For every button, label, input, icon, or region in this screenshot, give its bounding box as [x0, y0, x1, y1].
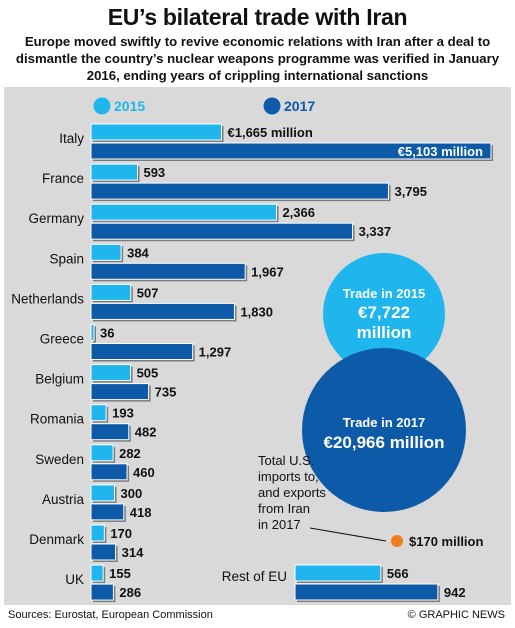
bar-france-2017: [90, 182, 389, 200]
us-note-leader-line: [309, 527, 387, 542]
bar-greece-2017: [90, 343, 194, 360]
data-label-denmark-2015: 170: [110, 526, 132, 541]
category-label-austria: Austria: [42, 492, 85, 507]
data-label-france-2017: 3,795: [394, 184, 427, 199]
bar-italy-2015: [90, 123, 223, 141]
bubble-2015: [323, 253, 445, 375]
data-label-france-2015: 593: [143, 165, 165, 180]
data-label-austria-2015: 300: [121, 486, 143, 501]
bar-germany-2015: [90, 203, 277, 221]
data-label-romania-2017: 482: [135, 425, 157, 440]
bar-greece-2015: [90, 324, 95, 341]
us-note-line-3: and exports: [258, 485, 326, 500]
bar-netherlands-2015: [90, 283, 132, 301]
bubble-2017: [302, 348, 466, 512]
bubble-2017-value: €20,966 million: [324, 433, 445, 452]
category-label-spain: Spain: [49, 251, 84, 266]
data-label-belgium-2015: 505: [137, 366, 159, 381]
legend-label-2017: 2017: [284, 98, 315, 114]
data-label-sweden-2015: 282: [119, 446, 141, 461]
bar-rest-of-eu-2017: [294, 583, 439, 601]
legend-label-2015: 2015: [114, 98, 145, 114]
bubble-2015-unit: million: [357, 323, 412, 342]
bubble-2015-value: €7,722: [358, 303, 410, 322]
rest-of-eu-label: Rest of EU: [222, 569, 287, 584]
data-label-uk-2017: 286: [119, 585, 141, 600]
bar-sweden-2017: [90, 463, 128, 481]
data-label-uk-2015: 155: [109, 566, 131, 581]
data-label-romania-2015: 193: [112, 406, 134, 421]
chart-subtitle: Europe moved swiftly to revive economic …: [15, 34, 500, 83]
bar-denmark-2017: [90, 543, 117, 561]
data-label-germany-2017: 3,337: [359, 224, 392, 239]
data-label-netherlands-2017: 1,830: [240, 304, 273, 319]
data-label-rest-of-eu-2015: 566: [387, 566, 409, 581]
data-label-rest-of-eu-2017: 942: [444, 585, 466, 600]
data-label-denmark-2017: 314: [122, 545, 144, 560]
bubble-2015-title: Trade in 2015: [343, 286, 425, 301]
data-label-spain-2015: 384: [127, 245, 149, 260]
category-label-sweden: Sweden: [35, 452, 84, 467]
us-note-line-1: Total U.S.: [258, 453, 314, 468]
us-note-line-4: from Iran: [258, 501, 310, 516]
us-note-line-2: imports to,: [258, 469, 319, 484]
bar-austria-2017: [90, 503, 125, 521]
us-trade-value: $170 million: [409, 534, 483, 549]
bar-austria-2015: [90, 484, 116, 502]
bar-spain-2015: [90, 243, 122, 261]
category-label-greece: Greece: [40, 332, 84, 347]
data-label-sweden-2017: 460: [133, 465, 155, 480]
sources-note: Sources: Eurostat, European Commission: [8, 609, 213, 621]
bubble-2017-title: Trade in 2017: [343, 415, 425, 430]
bar-sweden-2015: [90, 444, 114, 462]
data-label-germany-2015: 2,366: [282, 205, 315, 220]
bar-belgium-2017: [90, 383, 150, 401]
data-label-italy-2015: €1,665 million: [228, 125, 313, 140]
us-note-line-5: in 2017: [258, 517, 301, 532]
data-label-spain-2017: 1,967: [251, 264, 284, 279]
category-label-denmark: Denmark: [29, 532, 84, 547]
data-label-netherlands-2015: 507: [137, 285, 159, 300]
bar-denmark-2015: [90, 524, 105, 542]
bar-uk-2017: [90, 583, 114, 601]
credit-note: © GRAPHIC NEWS: [407, 609, 505, 621]
bar-rest-of-eu-2015: [294, 564, 382, 582]
legend-swatch-2017: [263, 97, 281, 115]
bar-germany-2017: [90, 222, 354, 240]
legend-swatch-2015: [93, 97, 111, 115]
category-label-italy: Italy: [59, 131, 84, 146]
category-label-france: France: [42, 171, 84, 186]
bar-italy-2017: [90, 142, 492, 160]
data-label-greece-2017: 1,297: [199, 345, 232, 360]
data-label-belgium-2017: 735: [155, 385, 177, 400]
bar-romania-2017: [90, 423, 130, 441]
bar-belgium-2015: [90, 364, 132, 382]
category-label-germany: Germany: [28, 211, 84, 226]
chart-title: EU’s bilateral trade with Iran: [107, 4, 408, 30]
category-label-romania: Romania: [30, 412, 85, 427]
bar-romania-2015: [90, 404, 107, 422]
bar-france-2015: [90, 163, 138, 181]
category-label-netherlands: Netherlands: [11, 291, 84, 306]
category-label-uk: UK: [65, 572, 84, 587]
category-label-belgium: Belgium: [35, 372, 84, 387]
data-label-greece-2015: 36: [100, 326, 114, 341]
bar-spain-2017: [90, 262, 246, 280]
data-label-italy-2017: €5,103 million: [398, 144, 483, 159]
us-trade-dot: [391, 535, 403, 547]
bar-uk-2015: [90, 564, 104, 582]
bar-netherlands-2017: [90, 302, 235, 320]
data-label-austria-2017: 418: [130, 505, 152, 520]
